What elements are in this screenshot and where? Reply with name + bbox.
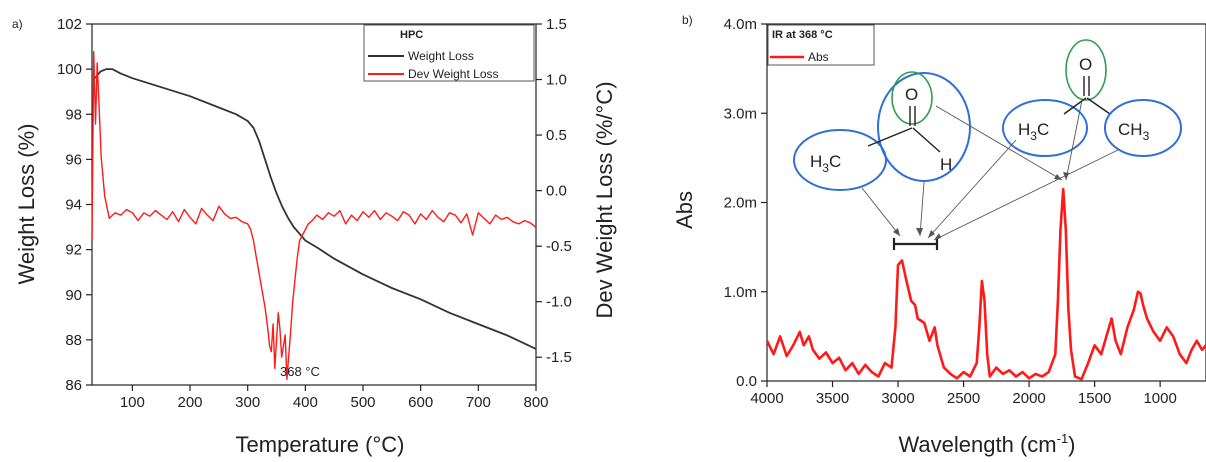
panel-b-y-tick-label: 0.0 <box>736 373 757 390</box>
panel-b-y-tick-label: 2.0m <box>724 195 757 212</box>
arrow-aldehyde-co-to-peak <box>935 105 1063 181</box>
panel-a-legend: HPC Weight Loss Dev Weight Loss <box>363 24 535 82</box>
acetaldehyde-right-group: H <box>940 155 952 174</box>
acetone-structure: H3C O CH3 <box>1002 39 1182 157</box>
acetaldehyde-carbonyl-ellipse <box>891 71 933 125</box>
acetaldehyde-cc-bond <box>867 127 913 147</box>
panel-a-series <box>91 51 537 381</box>
panel-a-x-tick-label: 400 <box>293 394 318 411</box>
acetone-oxygen: O <box>1079 55 1092 74</box>
panel-b-ir-spectrum: b) 0.0 1.0m 2.0m 3.0m 4.0m 4000 3500 3000 2500 2… <box>672 13 1206 457</box>
panel-a-right-y-tick-label: 1.0 <box>546 72 567 89</box>
panel-b-x-axis-title: Wavelength (cm-1) <box>898 431 1075 457</box>
panel-a-right-y-tick-label: 1.5 <box>546 16 567 33</box>
panel-b-x-tick-label: 3000 <box>881 390 914 407</box>
panel-a-left-y-tick-label: 100 <box>57 61 82 78</box>
panel-b-x-tick-label: 2500 <box>947 390 980 407</box>
panel-b-y-axis-title: Abs <box>672 191 697 229</box>
panel-b-y-tick-label: 3.0m <box>724 105 757 122</box>
arrow-head-methyl-to-ch <box>893 228 900 236</box>
acetone-left-group: H3C <box>1018 120 1049 143</box>
panel-a-x-tick-label: 700 <box>466 394 491 411</box>
methyl-group-ellipse <box>793 129 887 191</box>
panel-a-left-y-tick-label: 96 <box>65 151 82 168</box>
panel-b-x-tick-label: 3500 <box>816 390 849 407</box>
assignment-arrows <box>861 99 1119 241</box>
weight-loss-line <box>94 68 537 350</box>
panel-b-y-tick-label: 4.0m <box>724 16 757 33</box>
panel-a-x-tick-label: 200 <box>178 394 203 411</box>
acetone-carbonyl-ellipse <box>1065 39 1107 101</box>
panel-b-x-tick-label: 1000 <box>1143 390 1176 407</box>
panel-a-x-tick-label: 300 <box>235 394 260 411</box>
panel-a-right-y-tick-label: 0.0 <box>546 183 567 200</box>
dev-weight-loss-line <box>91 51 537 381</box>
panel-b-series <box>765 187 1206 381</box>
acetaldehyde-ch-bond <box>912 127 941 153</box>
panel-a-legend-box <box>363 24 535 82</box>
panel-a-x-tick-label: 600 <box>408 394 433 411</box>
panel-a-right-y-tick-label: -0.5 <box>546 238 572 255</box>
panel-a-right-y-tick-label: -1.0 <box>546 294 572 311</box>
arrow-acetone-right-to-ch <box>933 149 1119 241</box>
panel-a-left-y-tick-label: 94 <box>65 197 82 214</box>
panel-a-tag: a) <box>12 17 23 31</box>
panel-b-x-tick-label: 1500 <box>1078 390 1111 407</box>
legend-label-abs: Abs <box>808 50 829 64</box>
acetone-right-cc-bond <box>1086 97 1111 115</box>
panel-b-y-ticks: 0.0 1.0m 2.0m 3.0m 4.0m <box>724 16 767 390</box>
panel-b-legend-title: IR at 368 °C <box>772 29 833 41</box>
panel-a-left-y-ticks: 86 88 90 92 94 96 98 100 102 <box>57 16 92 394</box>
panel-a-x-axis-title: Temperature (°C) <box>236 432 405 457</box>
acetone-left-methyl-ellipse <box>1002 99 1088 157</box>
panel-a-left-y-tick-label: 98 <box>65 106 82 123</box>
arrow-acetone-left-to-ch <box>927 139 1017 239</box>
panel-b-x-ticks: 4000 3500 3000 2500 2000 1500 1000 <box>750 381 1177 407</box>
panel-b-x-tick-label: 4000 <box>750 390 783 407</box>
peak-temperature-annotation: 368 °C <box>280 364 320 379</box>
acetaldehyde-structure: H3C O H <box>793 71 971 191</box>
panel-b-legend: IR at 368 °C Abs <box>767 24 875 66</box>
legend-label-weight-loss: Weight Loss <box>408 49 474 63</box>
panel-a-x-ticks: 100 200 300 400 500 600 700 800 <box>120 385 549 411</box>
legend-label-dev-weight-loss: Dev Weight Loss <box>408 67 499 81</box>
panel-a-x-tick-label: 100 <box>120 394 145 411</box>
panel-a-left-y-axis-title: Weight Loss (%) <box>14 124 39 285</box>
panel-a-right-y-ticks: -1.5 -1.0 -0.5 0.0 0.5 1.0 1.5 <box>536 16 572 366</box>
panel-b-x-tick-label: 2000 <box>1012 390 1045 407</box>
acetone-right-group: CH3 <box>1118 120 1150 143</box>
panel-a-left-y-tick-label: 92 <box>65 242 82 259</box>
panel-a-left-y-tick-label: 86 <box>65 377 82 394</box>
panel-b-y-tick-label: 1.0m <box>724 284 757 301</box>
ir-abs-line <box>765 187 1206 381</box>
arrow-acetone-co-to-peak <box>1065 99 1083 181</box>
panel-a-right-y-axis-title: Dev Weight Loss (%/°C) <box>592 81 617 318</box>
panel-b-legend-box <box>767 24 875 66</box>
arrow-aldehyde-to-ch <box>919 181 925 237</box>
panel-a-right-y-tick-label: 0.5 <box>546 127 567 144</box>
acetaldehyde-oxygen: O <box>905 85 918 104</box>
arrow-methyl-to-ch <box>861 187 901 237</box>
ch-stretch-bracket <box>892 238 939 250</box>
panel-a-left-y-tick-label: 102 <box>57 16 82 33</box>
acetone-right-methyl-ellipse <box>1104 99 1182 157</box>
arrow-head-acetone-left-to-ch <box>928 230 935 238</box>
aldehyde-group-ellipse <box>877 72 971 182</box>
panel-a-left-y-tick-label: 88 <box>65 332 82 349</box>
panel-a-left-y-tick-label: 90 <box>65 287 82 304</box>
acetone-left-cc-bond <box>1063 97 1087 115</box>
arrow-head-aldehyde-to-ch <box>916 228 923 236</box>
panel-a-thermogram: a) 86 88 90 92 94 96 98 100 102 -1.5 -1.0 -0.5 0.0 0… <box>12 16 617 457</box>
arrow-head-aldehyde-co-to-peak <box>1054 174 1062 180</box>
panel-a-x-tick-label: 500 <box>350 394 375 411</box>
panel-a-x-tick-label: 800 <box>523 394 548 411</box>
arrow-head-acetone-co-to-peak <box>1063 172 1069 180</box>
arrow-head-acetone-right-to-ch <box>934 233 941 240</box>
panel-a-legend-title: HPC <box>400 29 423 41</box>
acetaldehyde-left-group: H3C <box>810 152 841 175</box>
panel-a-right-y-tick-label: -1.5 <box>546 349 572 366</box>
panel-b-tag: b) <box>682 13 693 27</box>
